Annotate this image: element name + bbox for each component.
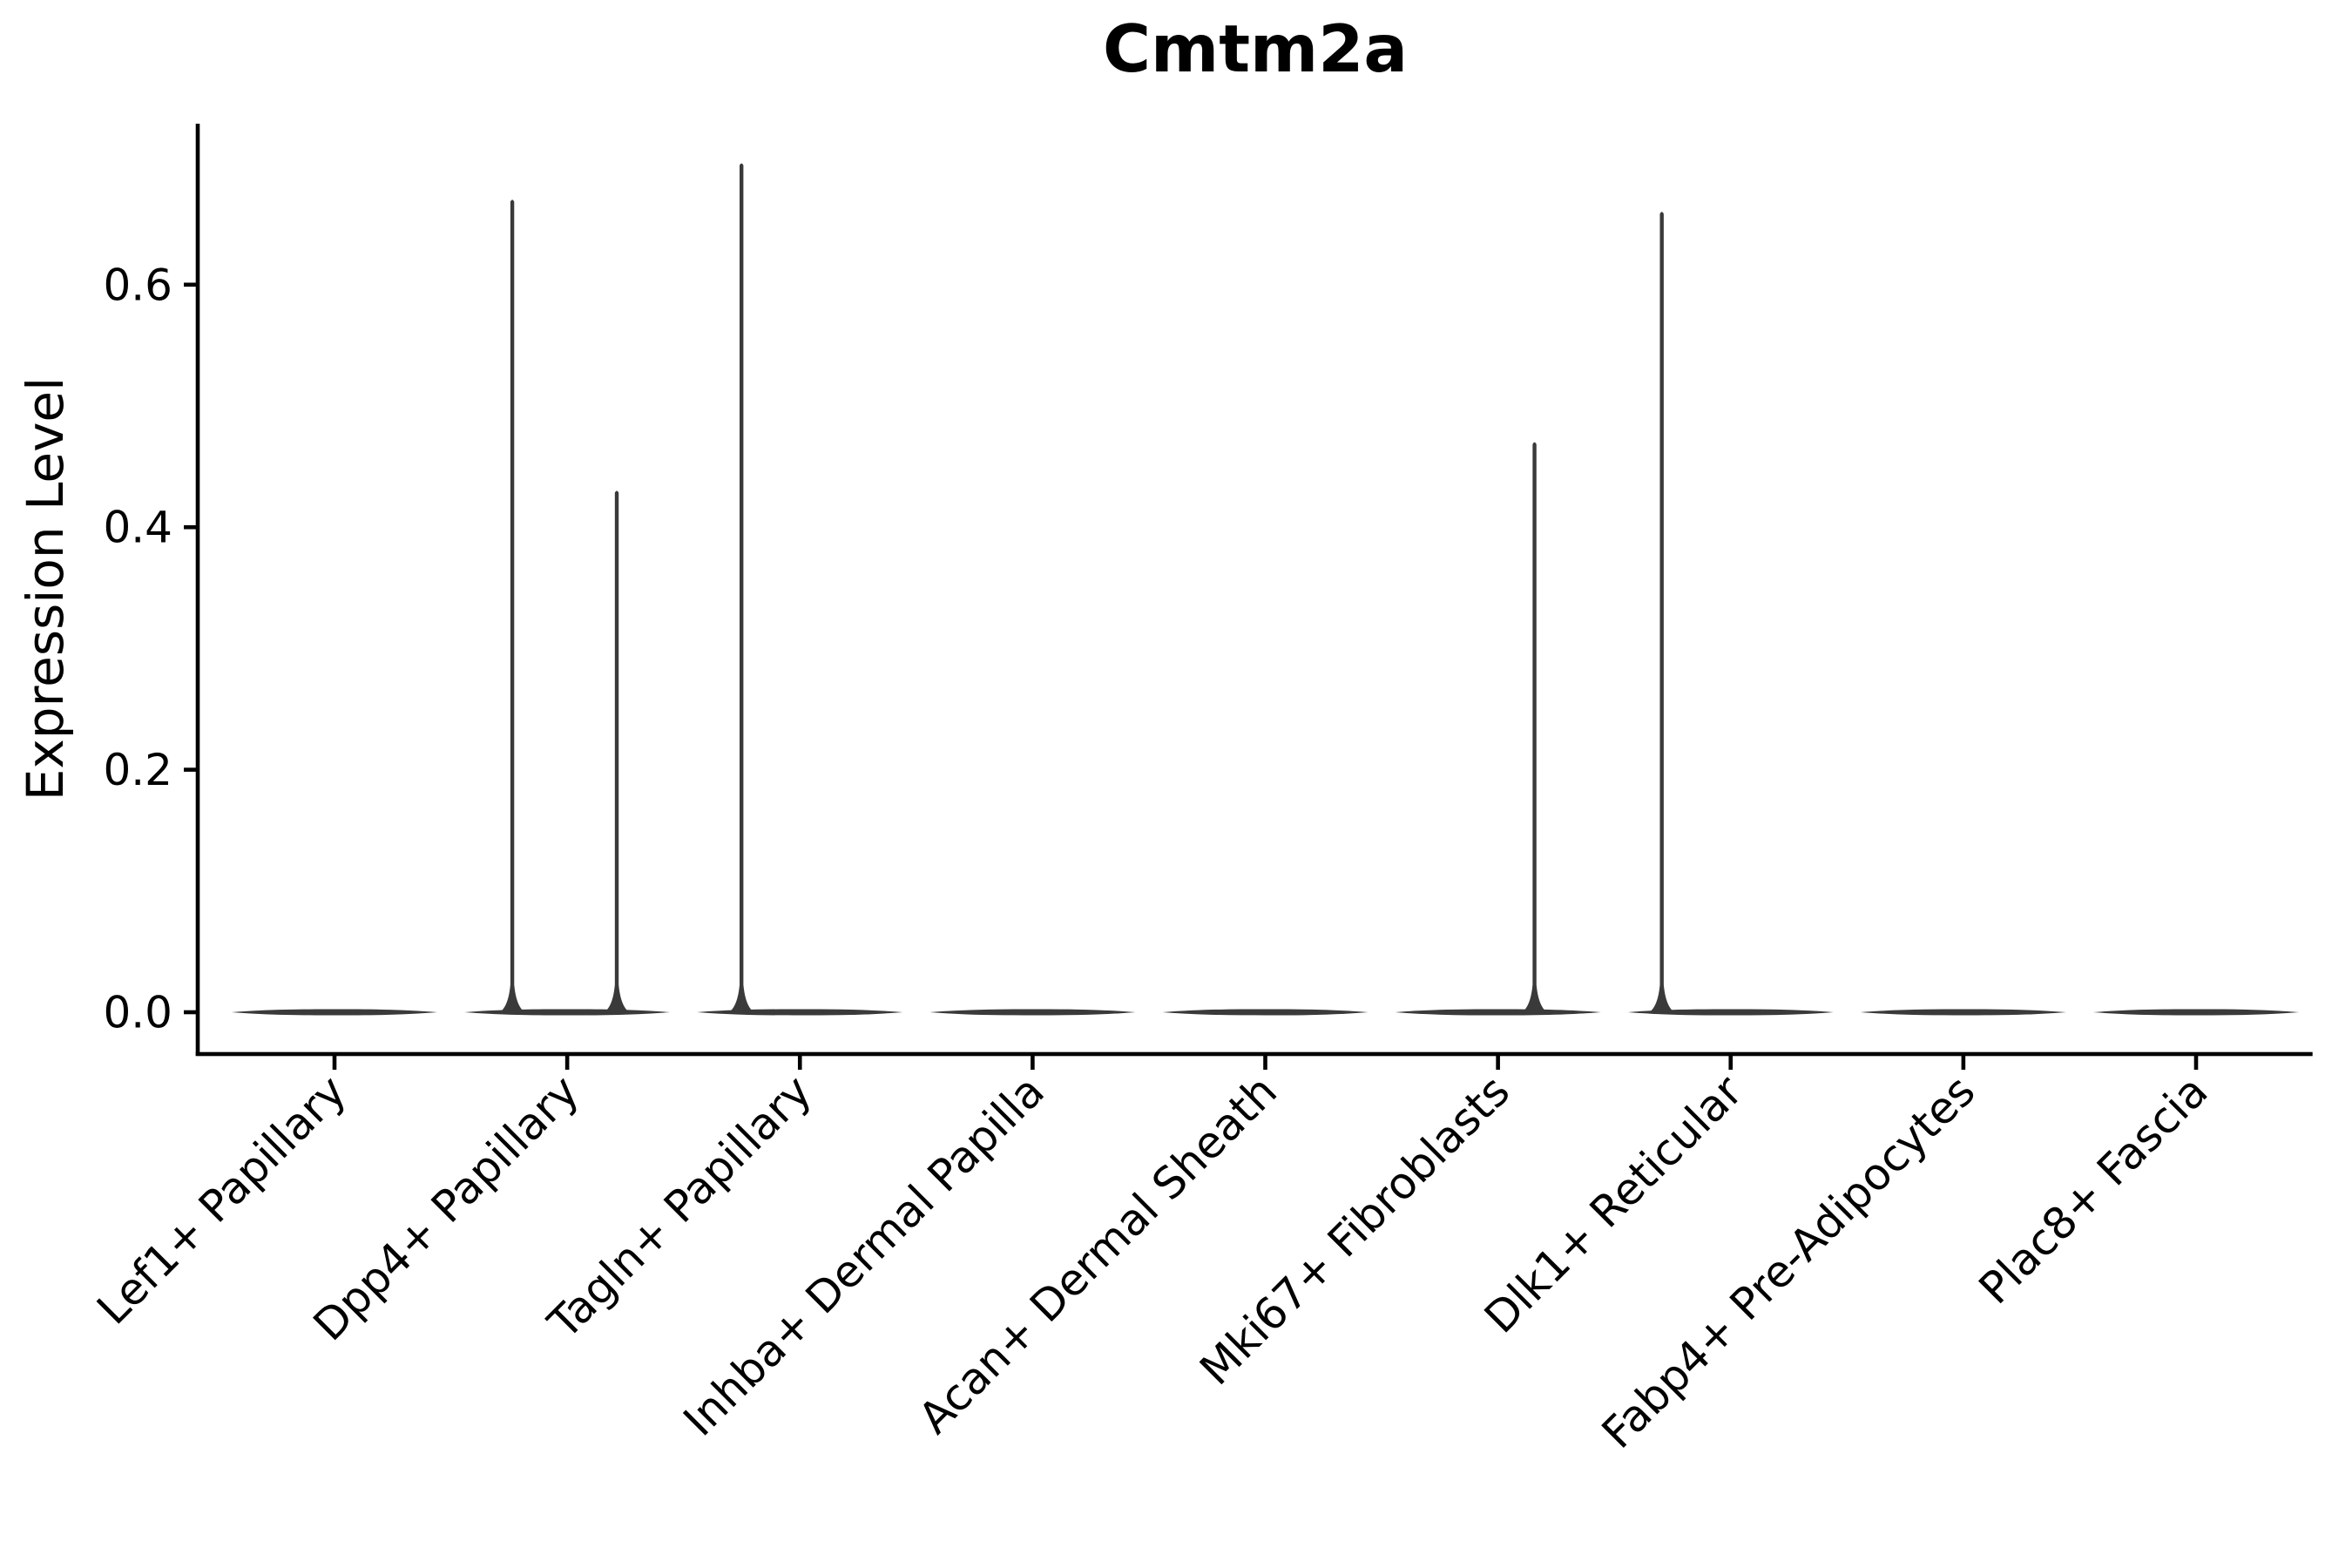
y-ticks: 0.0 0.2 0.4 0.6 xyxy=(103,260,198,1038)
y-tick-label: 0.0 xyxy=(103,988,172,1038)
x-tick-mark xyxy=(2193,1056,2199,1070)
y-axis-label: Expression Level xyxy=(16,377,75,801)
y-tick-mark xyxy=(184,767,198,772)
x-tick-label: Lef1+ Papillary xyxy=(87,1065,355,1334)
violin-base xyxy=(1162,1009,1369,1016)
x-tick-mark xyxy=(1031,1056,1035,1070)
y-tick-label: 0.6 xyxy=(103,260,172,310)
violin-base xyxy=(1860,1009,2066,1016)
violin-spike xyxy=(1651,212,1673,1011)
y-tick-mark xyxy=(184,524,198,530)
violin-base xyxy=(929,1009,1136,1016)
x-tick-mark xyxy=(1263,1056,1267,1070)
violin-base xyxy=(1395,1009,1601,1016)
x-tick-mark xyxy=(1496,1056,1500,1070)
y-tick-mark xyxy=(184,1010,198,1015)
violin-base xyxy=(2092,1009,2300,1016)
violin-spike xyxy=(730,163,753,1011)
violin-spike xyxy=(501,199,524,1011)
y-tick-mark xyxy=(184,282,198,287)
violin-base xyxy=(464,1009,671,1016)
x-tick-mark xyxy=(332,1056,337,1070)
violins xyxy=(231,163,2300,1016)
x-tick-mark xyxy=(1961,1056,1966,1070)
violin-spike xyxy=(1524,442,1546,1011)
violin-base xyxy=(697,1009,903,1016)
x-tick-label: Plac8+ Fascia xyxy=(1970,1065,2218,1314)
y-axis-line xyxy=(195,124,200,1056)
violin-base xyxy=(231,1009,438,1016)
x-tick-label: Fabp4+ Pre-Adipocytes xyxy=(1592,1065,1985,1458)
y-tick-label: 0.4 xyxy=(103,503,172,553)
chart-title: Cmtm2a xyxy=(1103,10,1408,87)
x-tick-mark xyxy=(1728,1056,1734,1070)
violin-spike xyxy=(605,490,628,1011)
x-tick-mark xyxy=(564,1056,570,1070)
violin-base xyxy=(1627,1009,1834,1016)
x-tick-label: Dlk1+ Reticular xyxy=(1475,1065,1752,1342)
x-axis-line xyxy=(195,1051,2313,1057)
x-tick-mark xyxy=(797,1056,802,1070)
y-tick-label: 0.2 xyxy=(103,745,172,795)
